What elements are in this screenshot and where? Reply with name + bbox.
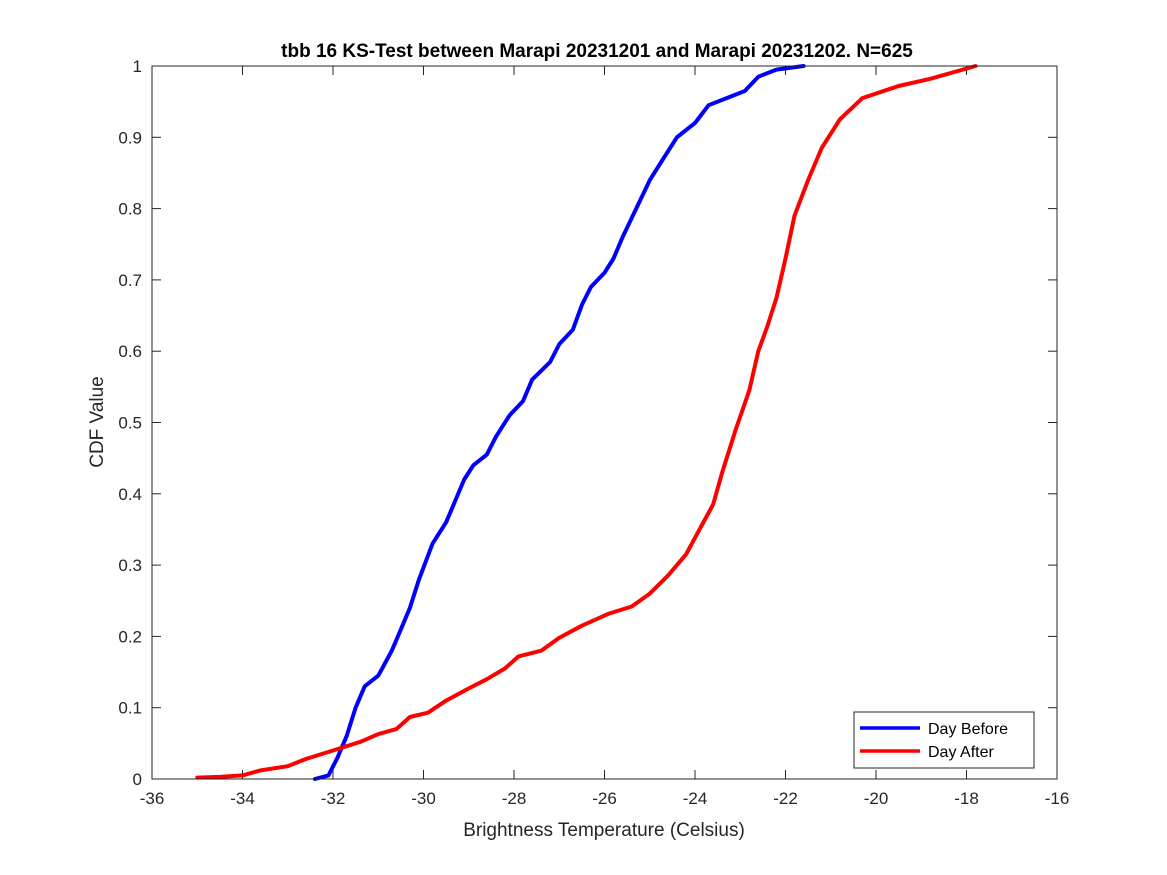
y-tick-label: 0.6: [118, 342, 142, 361]
chart-title: tbb 16 KS-Test between Marapi 20231201 a…: [281, 41, 913, 62]
y-tick-label: 0.3: [118, 556, 142, 575]
y-tick-label: 0.1: [118, 699, 142, 718]
x-tick-label: -26: [592, 789, 617, 808]
y-tick-label: 0: [133, 770, 142, 789]
x-tick-label: -32: [321, 789, 346, 808]
x-tick-label: -36: [140, 789, 165, 808]
legend-box: [853, 711, 1035, 769]
y-tick-label: 0.2: [118, 627, 142, 646]
y-tick-label: 0.7: [118, 271, 142, 290]
plot-frame: [151, 65, 1058, 780]
x-tick-label: -20: [864, 789, 889, 808]
y-axis-label: CDF Value: [87, 376, 108, 468]
y-tick-label: 0.9: [118, 128, 142, 147]
series-line-day-after: [195, 64, 978, 780]
legend: Day Before Day After: [853, 711, 1035, 769]
legend-label-day-before: Day Before: [928, 721, 1008, 738]
series-line-day-before: [312, 64, 806, 781]
x-tick-label: -22: [773, 789, 798, 808]
x-tick-label: -30: [411, 789, 436, 808]
y-tick-label: 1: [133, 57, 142, 76]
axis-ticks: -36 -34 -32 -30 -28 -26 -24 -22 -20 -18 -16 0 0.1 0.2…: [118, 57, 1069, 808]
x-axis-label: Brightness Temperature (Celsius): [463, 820, 745, 841]
y-tick-label: 0.5: [118, 414, 142, 433]
x-tick-label: -34: [230, 789, 255, 808]
x-tick-label: -18: [954, 789, 979, 808]
legend-label-day-after: Day After: [928, 744, 994, 761]
x-tick-label: -16: [1045, 789, 1070, 808]
plot-area: [152, 66, 1057, 779]
x-tick-label: -28: [502, 789, 527, 808]
x-tick-label: -24: [683, 789, 708, 808]
series-layer: [195, 64, 978, 781]
y-tick-label: 0.8: [118, 200, 142, 219]
y-tick-label: 0.4: [118, 485, 142, 504]
